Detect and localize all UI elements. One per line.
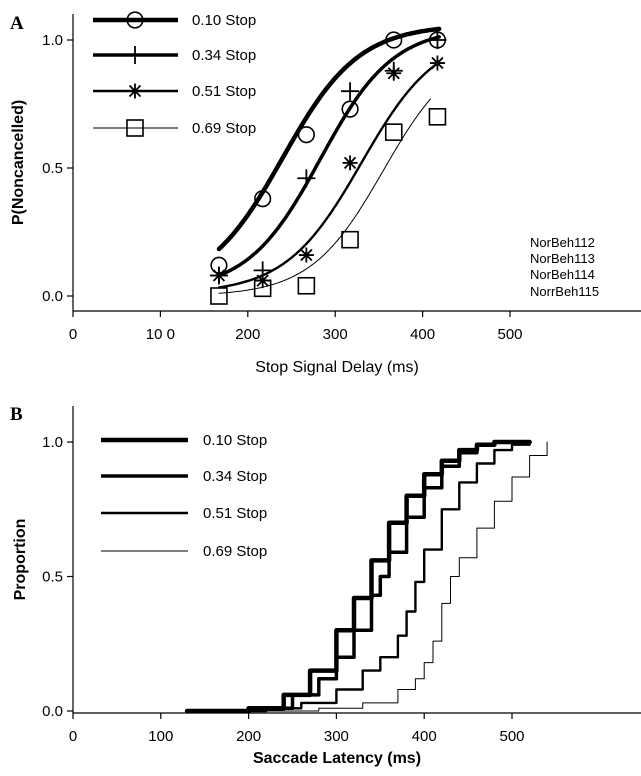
series-line xyxy=(217,61,441,289)
y-tick-label: 1.0 xyxy=(42,434,63,451)
legend-item-0-10-stop: 0.10 Stop xyxy=(93,11,256,29)
legend-item-0-51-stop: 0.51 Stop xyxy=(101,505,267,522)
data-point-circle xyxy=(341,100,359,118)
legend-label: 0.51 Stop xyxy=(192,83,256,100)
x-tick-label: 10 0 xyxy=(146,326,175,343)
session-label: NorrBeh115 xyxy=(530,284,599,299)
panel-label-b: B xyxy=(10,404,23,425)
x-axis-title: Saccade Latency (ms) xyxy=(253,750,421,767)
x-tick-label: 300 xyxy=(324,728,349,745)
x-tick-label: 500 xyxy=(497,326,522,343)
series-0-69-stop xyxy=(210,98,447,305)
legend-item-0-10-stop: 0.10 Stop xyxy=(101,432,267,449)
series-0-51-stop xyxy=(212,440,531,713)
data-point-plus xyxy=(297,169,316,188)
legend-item-0-34-stop: 0.34 Stop xyxy=(101,468,267,485)
data-point-asterisk xyxy=(429,55,445,71)
y-tick-label: 1.0 xyxy=(42,32,63,49)
series-line xyxy=(212,440,531,713)
series-line xyxy=(217,35,441,278)
y-tick-label: 0.5 xyxy=(42,160,63,177)
series-line xyxy=(248,441,548,712)
legend-item-0-69-stop: 0.69 Stop xyxy=(93,119,256,137)
session-label: NorBeh113 xyxy=(530,251,595,266)
x-tick-label: 500 xyxy=(499,728,524,745)
data-point-plus xyxy=(428,31,447,49)
data-point-square xyxy=(297,276,316,295)
y-tick-label: 0.0 xyxy=(42,288,63,305)
data-point-asterisk xyxy=(386,65,402,81)
x-tick-label: 100 xyxy=(148,728,173,745)
x-tick-label: 400 xyxy=(412,728,437,745)
y-tick-label: 0.0 xyxy=(42,703,63,720)
legend-label: 0.69 Stop xyxy=(203,543,267,560)
legend-label: 0.69 Stop xyxy=(192,120,256,137)
data-point-circle xyxy=(385,31,403,49)
legend-label: 0.51 Stop xyxy=(203,505,267,522)
legend-item-0-34-stop: 0.34 Stop xyxy=(93,46,256,64)
data-point-circle xyxy=(254,190,272,208)
data-point-square xyxy=(384,123,403,141)
legend-marker-asterisk xyxy=(127,83,143,99)
session-label: NorBeh112 xyxy=(530,235,595,250)
legend-marker-square xyxy=(126,119,144,137)
session-label: NorBeh114 xyxy=(530,267,595,282)
legend-item-0-69-stop: 0.69 Stop xyxy=(101,543,267,560)
series-0-34-stop xyxy=(209,31,447,285)
legend-marker-plus xyxy=(126,46,144,64)
panel-a-chart: 0 10 0 200 300 400 500 0.0 0.5 1.0 Stop Signal De… xyxy=(10,11,641,376)
y-axis-title: P(Noncancelled) xyxy=(10,100,27,225)
data-point-circle xyxy=(297,126,315,144)
series-0-51-stop xyxy=(211,55,445,289)
series-0-69-stop xyxy=(248,441,548,712)
x-tick-label: 300 xyxy=(323,326,348,343)
y-axis-title: Proportion xyxy=(12,519,29,601)
data-point-asterisk xyxy=(298,247,314,263)
legend-marker-circle xyxy=(126,11,144,29)
data-point-asterisk xyxy=(211,268,227,284)
x-tick-label: 0 xyxy=(69,728,77,745)
series-line xyxy=(194,440,532,713)
data-point-square xyxy=(253,279,272,298)
data-point-square xyxy=(428,108,447,126)
series-0-34-stop xyxy=(194,440,532,713)
x-tick-label: 400 xyxy=(410,326,435,343)
x-tick-label: 200 xyxy=(235,326,260,343)
series-0-10-stop xyxy=(210,26,447,274)
data-point-square xyxy=(341,230,359,249)
legend-label: 0.10 Stop xyxy=(192,12,256,29)
legend-item-0-51-stop: 0.51 Stop xyxy=(93,83,256,100)
y-tick-label: 0.5 xyxy=(42,569,63,586)
panel-label-a: A xyxy=(10,13,24,34)
panel-b-chart: 0 100 200 300 400 500 0.0 0.5 1.0 Saccade Latency… xyxy=(12,406,641,767)
legend-label: 0.10 Stop xyxy=(203,432,267,449)
legend-label: 0.34 Stop xyxy=(203,468,267,485)
data-point-square xyxy=(210,287,228,305)
data-point-asterisk xyxy=(342,155,358,171)
x-tick-label: 0 xyxy=(69,326,77,343)
x-axis-title: Stop Signal Delay (ms) xyxy=(255,359,419,376)
x-tick-label: 200 xyxy=(236,728,261,745)
data-point-plus xyxy=(341,82,360,101)
legend-label: 0.34 Stop xyxy=(192,47,256,64)
